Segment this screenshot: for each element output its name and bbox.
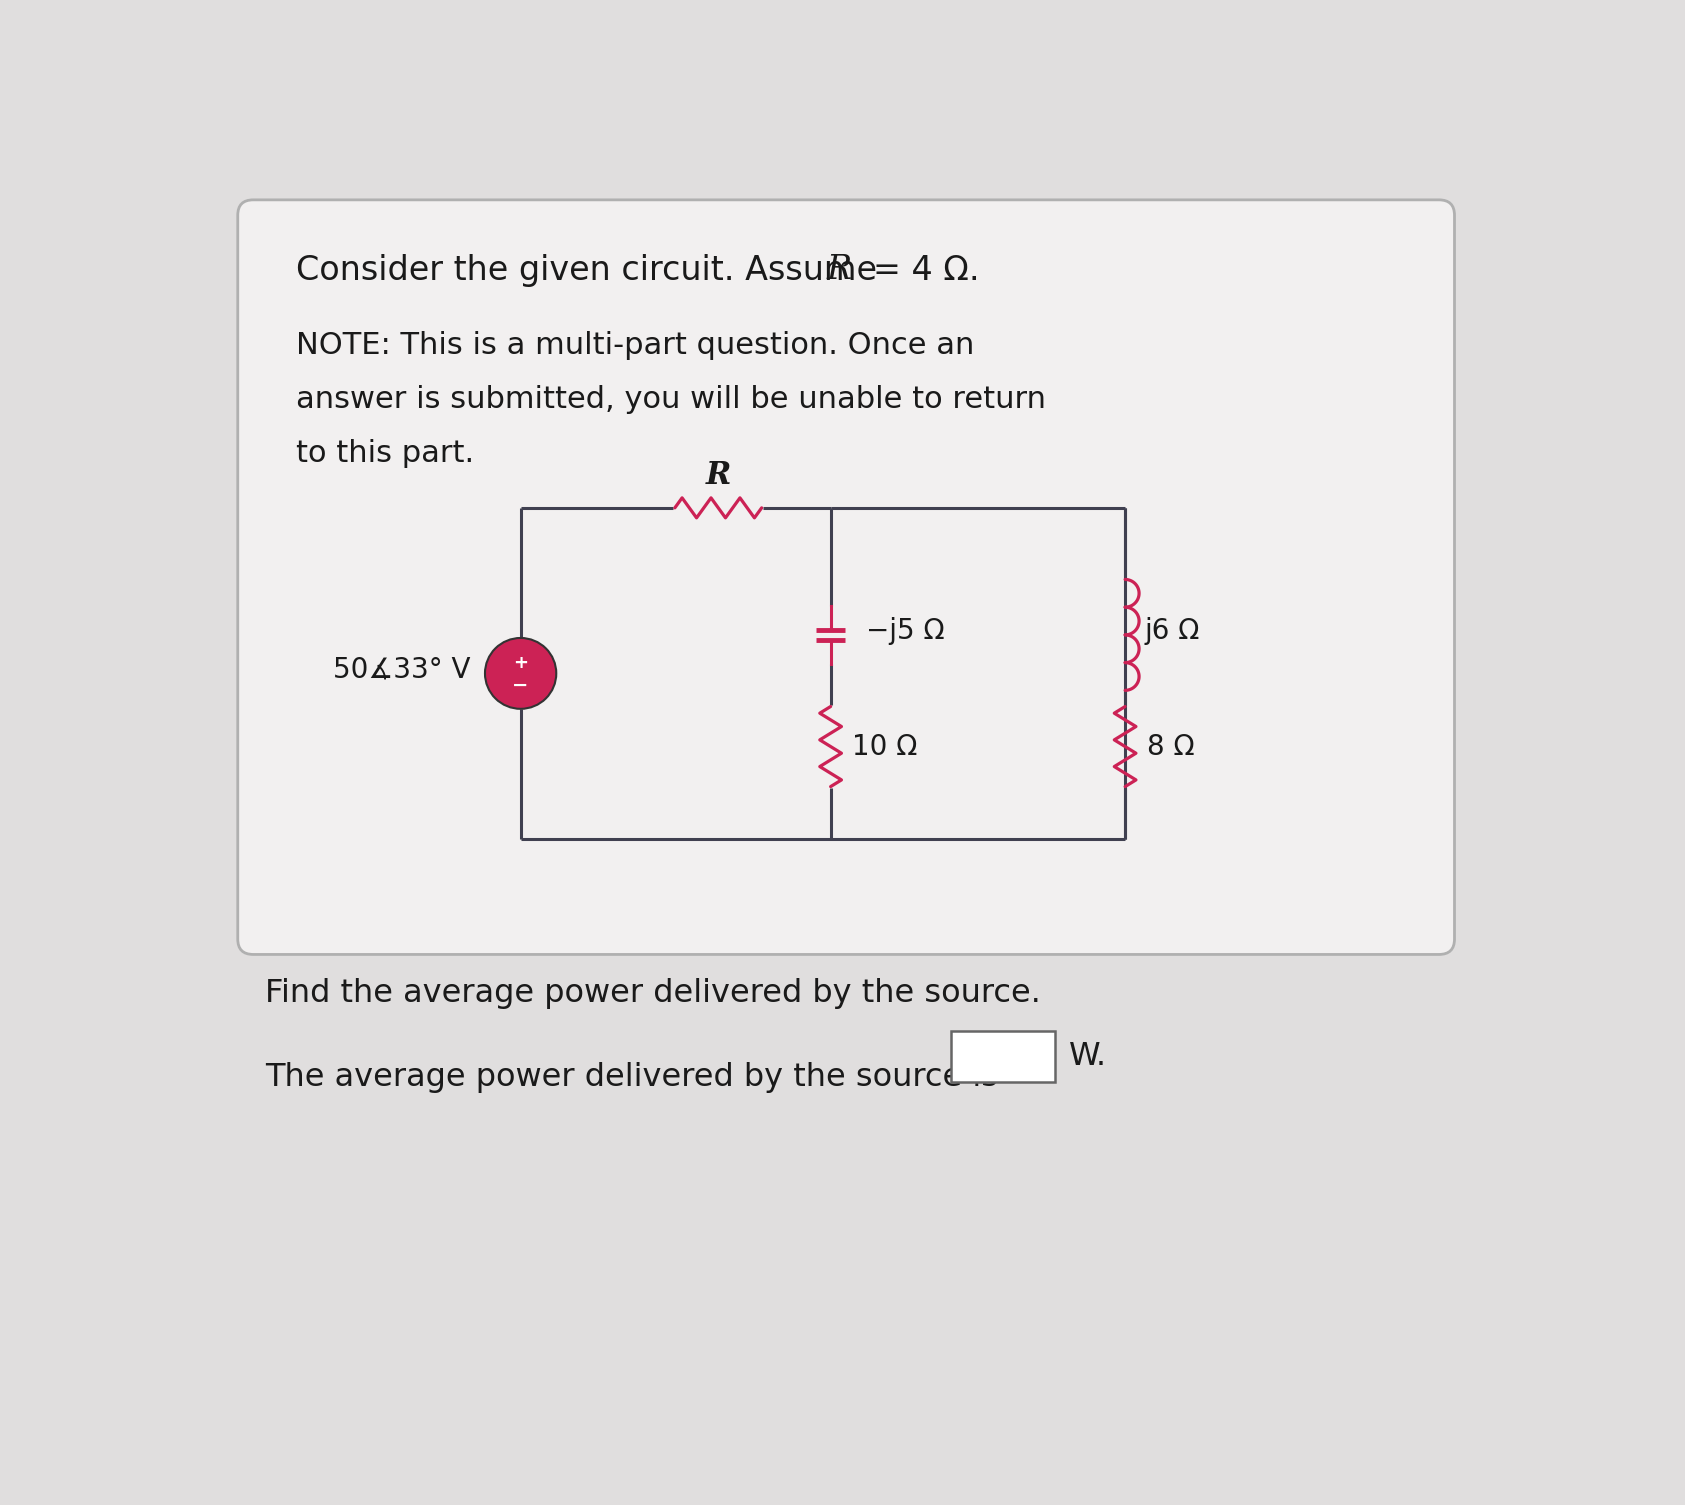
Text: j6 Ω: j6 Ω [1144, 617, 1200, 646]
Text: NOTE: This is a multi-part question. Once an: NOTE: This is a multi-part question. Onc… [297, 331, 974, 360]
Text: 8 Ω: 8 Ω [1147, 733, 1195, 760]
Text: −j5 Ω: −j5 Ω [866, 617, 944, 646]
FancyBboxPatch shape [950, 1031, 1055, 1082]
Text: R: R [827, 254, 853, 286]
Text: 50∡33° V: 50∡33° V [332, 656, 470, 683]
Text: Consider the given circuit. Assume: Consider the given circuit. Assume [297, 254, 888, 287]
FancyBboxPatch shape [238, 200, 1454, 954]
Text: The average power delivered by the source is: The average power delivered by the sourc… [265, 1063, 998, 1093]
Text: to this part.: to this part. [297, 438, 473, 468]
Text: Find the average power delivered by the source.: Find the average power delivered by the … [265, 978, 1041, 1008]
Text: = 4 Ω.: = 4 Ω. [873, 254, 981, 287]
Text: answer is submitted, you will be unable to return: answer is submitted, you will be unable … [297, 385, 1046, 414]
Text: −: − [512, 676, 529, 695]
Circle shape [485, 638, 556, 709]
Text: R: R [706, 461, 731, 491]
Text: 10 Ω: 10 Ω [853, 733, 918, 760]
Text: W.: W. [1070, 1041, 1107, 1072]
Text: +: + [514, 655, 527, 673]
